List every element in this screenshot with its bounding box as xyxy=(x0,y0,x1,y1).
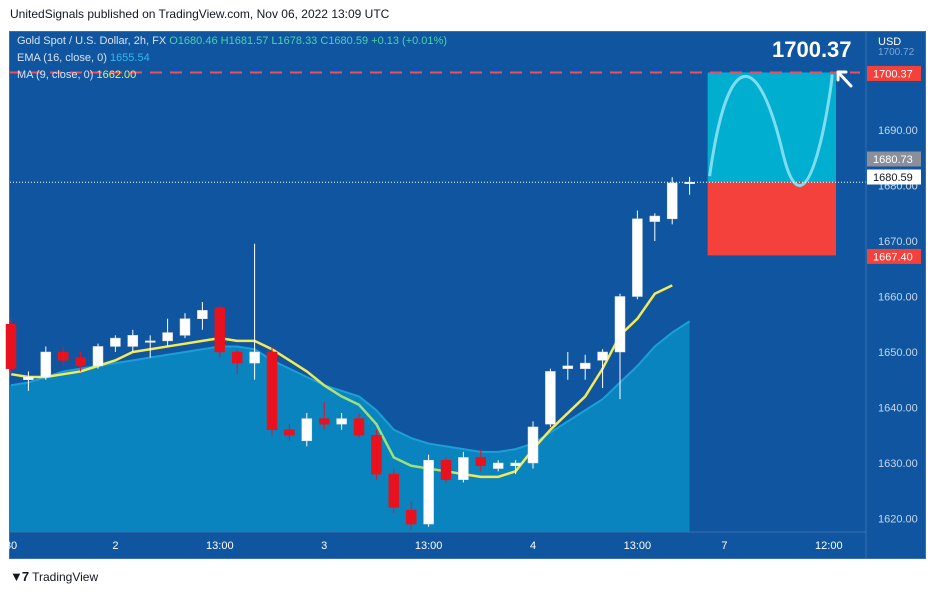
y-tick-label: 1660.00 xyxy=(878,292,918,304)
candle-body[interactable] xyxy=(127,335,139,347)
candle-body[interactable] xyxy=(179,318,191,336)
candle-body[interactable] xyxy=(5,324,17,369)
candle-body[interactable] xyxy=(353,418,365,436)
stop-price-tag: 1667.40 xyxy=(873,251,913,263)
currency-label: USD xyxy=(878,36,901,48)
x-tick-label: 7 xyxy=(721,540,727,552)
candle-body[interactable] xyxy=(579,362,591,369)
candle-body[interactable] xyxy=(458,457,469,480)
y-tick-label: 1650.00 xyxy=(878,347,918,359)
candle-body[interactable] xyxy=(371,435,382,475)
candle-body[interactable] xyxy=(301,418,313,442)
candle-body[interactable] xyxy=(684,181,695,184)
tradingview-logo-icon[interactable]: ▼7 xyxy=(10,569,29,584)
legend-high: H1681.57 xyxy=(220,35,269,47)
x-tick-label: 13:00 xyxy=(624,540,652,552)
candle-body[interactable] xyxy=(666,182,678,220)
candle-body[interactable] xyxy=(214,307,226,353)
x-tick-label: 3 xyxy=(321,540,327,552)
legend-change: +0.13 (+0.01%) xyxy=(371,35,447,47)
candle-body[interactable] xyxy=(57,351,69,361)
y-tick-label: 1620.00 xyxy=(878,514,918,526)
last-price-tag: 1680.73 xyxy=(873,154,913,166)
ma-line xyxy=(10,284,673,479)
legend-symbol[interactable]: Gold Spot / U.S. Dollar, 2h, FX xyxy=(17,35,167,47)
candle-body[interactable] xyxy=(492,462,504,469)
legend-open: O1680.46 xyxy=(169,35,218,47)
target-zone[interactable] xyxy=(707,72,836,183)
candle-body[interactable] xyxy=(423,459,434,525)
candle-body[interactable] xyxy=(632,218,643,297)
x-tick-label: 13:00 xyxy=(206,540,234,552)
candle-body[interactable] xyxy=(614,296,626,353)
y-tick-label: 1640.00 xyxy=(878,403,918,415)
legend-ma-value: 1662.00 xyxy=(96,69,137,81)
x-tick-label: 2 xyxy=(112,540,118,552)
x-tick-label: 12:00 xyxy=(815,540,843,552)
ema-area xyxy=(10,321,690,532)
candle-body[interactable] xyxy=(23,376,34,381)
legend-ma-row: MA (9, close, 0) 1662.00 xyxy=(17,69,136,81)
ema-line xyxy=(10,320,691,453)
footer: ▼7 TradingView xyxy=(10,569,98,584)
legend-symbol-row: Gold Spot / U.S. Dollar, 2h, FX O1680.46… xyxy=(17,35,447,47)
candle-body[interactable] xyxy=(92,346,104,367)
candle-body[interactable] xyxy=(510,462,521,467)
candle-body[interactable] xyxy=(388,473,400,508)
close-price-tag: 1680.59 xyxy=(873,172,913,184)
candle-body[interactable] xyxy=(562,365,574,369)
legend-close: C1680.59 xyxy=(320,35,369,47)
stop-price-tag-bg[interactable] xyxy=(867,248,921,264)
candle-body[interactable] xyxy=(336,418,347,425)
arrow-cursor-icon xyxy=(836,70,853,88)
y-tick-label: 1630.00 xyxy=(878,458,918,470)
publish-header: UnitedSignals published on TradingView.c… xyxy=(10,7,390,21)
candle-body[interactable] xyxy=(144,340,156,343)
candle-body[interactable] xyxy=(284,429,295,436)
legend-ema-row: EMA (16, close, 0) 1655.54 xyxy=(17,52,150,64)
candle-body[interactable] xyxy=(75,357,86,367)
legend-ema-value: 1655.54 xyxy=(109,52,150,64)
candle-body[interactable] xyxy=(597,351,608,361)
close-price-tag-bg[interactable] xyxy=(867,169,921,185)
candle-body[interactable] xyxy=(40,351,52,378)
candle-body[interactable] xyxy=(545,371,556,425)
projection-curve xyxy=(708,74,834,188)
legend-low: L1678.33 xyxy=(271,35,318,47)
y-tick-label: 1690.00 xyxy=(878,125,918,137)
legend-ma-label[interactable]: MA (9, close, 0) xyxy=(17,69,94,81)
x-tick-label: 4 xyxy=(530,540,536,552)
candle-body[interactable] xyxy=(527,426,539,464)
candle-body[interactable] xyxy=(405,509,417,525)
y-tick-label: 1670.00 xyxy=(878,236,918,248)
candle-body[interactable] xyxy=(440,459,452,480)
candle-body[interactable] xyxy=(266,351,278,430)
candle-body[interactable] xyxy=(110,337,121,347)
target-price-tag: 1700.37 xyxy=(873,68,913,80)
candle-body[interactable] xyxy=(231,351,243,364)
candle-body[interactable] xyxy=(197,310,208,319)
footer-brand[interactable]: TradingView xyxy=(32,569,99,584)
x-tick-label: 13:00 xyxy=(415,540,443,552)
candle-body[interactable] xyxy=(249,351,260,364)
candle-body[interactable] xyxy=(318,418,330,425)
stop-zone[interactable] xyxy=(707,182,836,256)
faded-price-label: 1700.72 xyxy=(878,47,915,58)
target-big-label: 1700.37 xyxy=(772,37,852,62)
candle-body[interactable] xyxy=(162,332,173,342)
candle-body[interactable] xyxy=(649,215,661,222)
legend-ema-label[interactable]: EMA (16, close, 0) xyxy=(17,52,107,64)
target-price-tag-bg[interactable] xyxy=(867,65,921,81)
candle-body[interactable] xyxy=(475,457,487,467)
x-tick-label: 30 xyxy=(5,540,17,552)
last-price-tag-bg[interactable] xyxy=(867,151,921,167)
